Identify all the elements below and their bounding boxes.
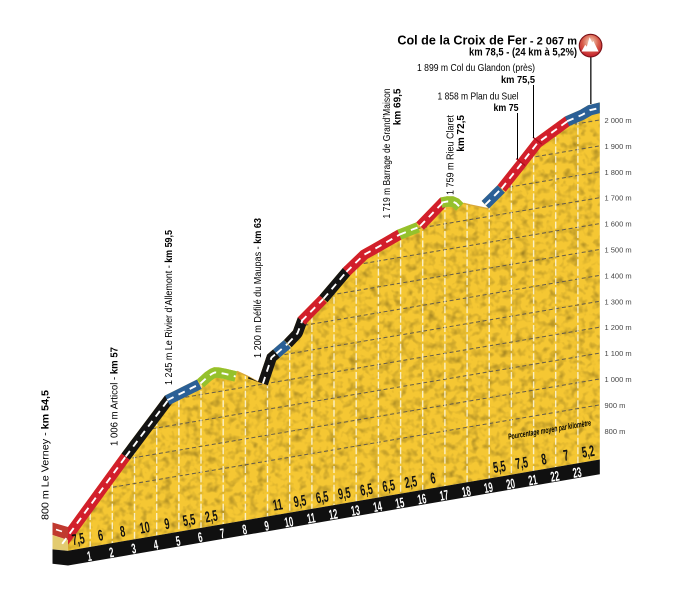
svg-text:1 000 m: 1 000 m — [605, 375, 632, 384]
svg-text:16: 16 — [417, 492, 428, 508]
svg-text:6: 6 — [197, 531, 204, 546]
svg-text:4: 4 — [153, 538, 160, 553]
svg-text:1 899 m Col du Glandon (près): 1 899 m Col du Glandon (près) — [417, 63, 535, 74]
svg-text:14: 14 — [372, 500, 384, 516]
svg-text:1 500 m: 1 500 m — [605, 246, 632, 255]
svg-text:5: 5 — [175, 534, 182, 549]
svg-text:1 200 m: 1 200 m — [605, 323, 632, 332]
svg-text:2: 2 — [108, 546, 115, 561]
svg-text:1 858 m Plan du Suel: 1 858 m Plan du Suel — [438, 92, 519, 103]
svg-text:23: 23 — [572, 466, 583, 482]
svg-text:5,5: 5,5 — [181, 511, 196, 530]
svg-text:13: 13 — [350, 504, 361, 520]
svg-text:km 72,5: km 72,5 — [456, 115, 467, 152]
svg-text:800 m: 800 m — [605, 427, 626, 436]
svg-text:1 100 m: 1 100 m — [605, 349, 632, 358]
svg-text:8: 8 — [241, 523, 248, 538]
svg-text:17: 17 — [439, 488, 450, 504]
svg-text:2,5: 2,5 — [403, 473, 418, 492]
svg-text:9: 9 — [163, 515, 171, 533]
svg-text:6,5: 6,5 — [315, 488, 330, 507]
svg-text:6: 6 — [429, 470, 437, 488]
svg-text:1 700 m: 1 700 m — [605, 194, 632, 203]
svg-text:9,5: 9,5 — [337, 484, 352, 503]
svg-text:3: 3 — [130, 542, 137, 557]
svg-text:10: 10 — [284, 515, 295, 531]
svg-text:1 759 m Rieu Claret: 1 759 m Rieu Claret — [446, 115, 457, 195]
svg-text:12: 12 — [328, 507, 339, 523]
svg-text:11: 11 — [306, 511, 317, 527]
svg-text:15: 15 — [394, 496, 405, 512]
svg-text:Col de la Croix de Fer - 2 067: Col de la Croix de Fer - 2 067 m — [397, 34, 577, 48]
svg-text:21: 21 — [527, 473, 538, 489]
svg-text:6: 6 — [97, 527, 105, 545]
svg-text:1 800 m: 1 800 m — [605, 168, 632, 177]
svg-text:8: 8 — [119, 523, 127, 541]
svg-text:22: 22 — [550, 469, 561, 485]
svg-text:6,5: 6,5 — [359, 480, 374, 499]
svg-text:1 300 m: 1 300 m — [605, 297, 632, 306]
svg-text:km 75,5: km 75,5 — [501, 75, 535, 86]
svg-text:7,5: 7,5 — [514, 454, 529, 473]
svg-text:1 900 m: 1 900 m — [605, 142, 632, 151]
svg-text:18: 18 — [461, 485, 472, 501]
svg-text:5,5: 5,5 — [492, 458, 507, 477]
svg-text:900 m: 900 m — [605, 401, 626, 410]
svg-text:8: 8 — [540, 451, 548, 469]
svg-text:7: 7 — [219, 527, 226, 542]
svg-text:19: 19 — [483, 481, 494, 497]
svg-text:2,5: 2,5 — [204, 507, 219, 526]
svg-text:km 75: km 75 — [494, 103, 519, 114]
svg-text:10: 10 — [138, 519, 151, 538]
svg-text:1: 1 — [86, 550, 93, 565]
svg-text:km 69,5: km 69,5 — [393, 88, 404, 125]
svg-text:7,5: 7,5 — [71, 530, 86, 549]
svg-text:km 78,5 - (24 km à 5,2%): km 78,5 - (24 km à 5,2%) — [469, 47, 577, 59]
svg-text:9,5: 9,5 — [292, 492, 307, 511]
svg-text:1 600 m: 1 600 m — [605, 220, 632, 229]
svg-text:1 200 m Défilé du Maupas - km: 1 200 m Défilé du Maupas - km 63 — [253, 218, 264, 358]
svg-text:1 719 m Barrage de Grand’Mais: 1 719 m Barrage de Grand’Maison — [382, 89, 393, 219]
svg-text:6,5: 6,5 — [381, 477, 396, 496]
svg-text:1 245 m Le Rivier d’Allemont: 1 245 m Le Rivier d’Allemont - km 59,5 — [164, 230, 175, 385]
svg-text:20: 20 — [505, 477, 516, 493]
svg-text:1 400 m: 1 400 m — [605, 271, 632, 280]
svg-text:9: 9 — [263, 519, 270, 534]
svg-text:11: 11 — [272, 496, 284, 514]
svg-text:2 000 m: 2 000 m — [605, 116, 632, 125]
svg-text:800 m Le Verney - km 54,5: 800 m Le Verney - km 54,5 — [41, 390, 52, 520]
svg-text:7: 7 — [562, 447, 570, 465]
svg-text:5,2: 5,2 — [581, 442, 596, 461]
svg-text:1 006 m Articol - km 57: 1 006 m Articol - km 57 — [110, 347, 121, 446]
